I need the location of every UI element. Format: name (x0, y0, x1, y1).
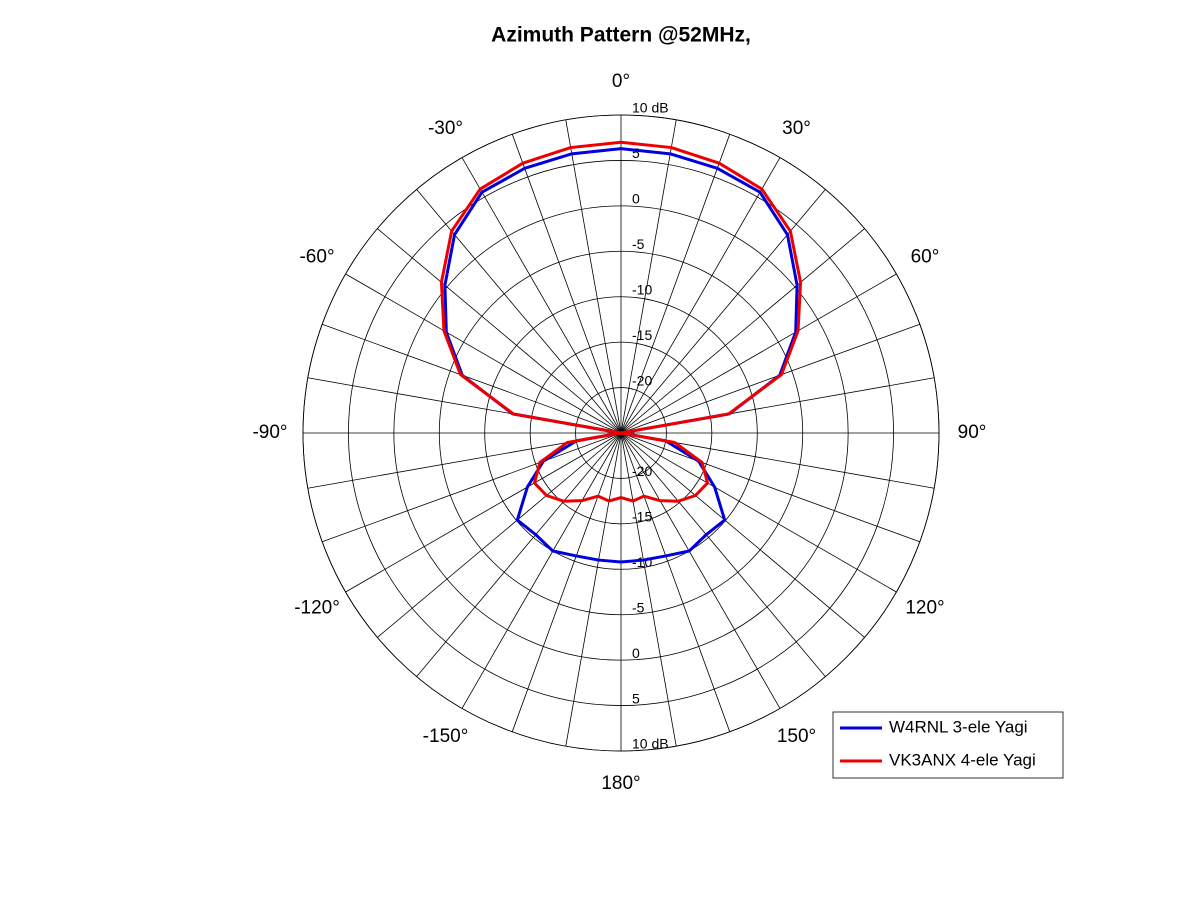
r-tick-label: -10 (632, 281, 652, 297)
r-tick-label: -5 (632, 236, 645, 252)
spoke (620, 432, 781, 709)
spoke (620, 432, 865, 638)
theta-tick-label: -90° (252, 422, 287, 443)
legend: W4RNL 3-ele Yagi VK3ANX 4-ele Yagi (832, 711, 1064, 779)
spoke (511, 432, 622, 732)
spoke (620, 228, 865, 434)
theta-tick-label: 90° (958, 422, 987, 443)
plot-area (439, 140, 803, 564)
spoke (322, 432, 622, 543)
spoke (377, 228, 622, 434)
theta-tick-label: 120° (905, 598, 944, 619)
ring (529, 341, 713, 525)
spoke (416, 189, 622, 434)
spoke (620, 323, 920, 434)
spoke (620, 134, 731, 434)
ring (438, 250, 804, 616)
ring (302, 114, 940, 752)
theta-tick-label: 30° (782, 118, 811, 139)
spoke (620, 157, 781, 434)
theta-tick-label: 60° (911, 247, 940, 268)
spoke (345, 273, 622, 434)
theta-tick-label: 0° (612, 71, 630, 92)
spoke (620, 432, 897, 593)
ring (348, 160, 894, 706)
r-tick-label: -20 (632, 372, 652, 388)
legend-label: W4RNL 3-ele Yagi (889, 717, 1028, 736)
spoke (620, 273, 897, 434)
spoke (620, 119, 677, 434)
spoke (620, 432, 826, 677)
ring (484, 296, 758, 570)
spoke (565, 432, 622, 747)
spoke (416, 432, 622, 677)
pattern-line (443, 147, 799, 564)
spoke (461, 432, 622, 709)
theta-tick-label: -30° (428, 118, 463, 139)
r-tick-label: -15 (632, 509, 652, 525)
r-tick-label: 0 (632, 645, 640, 661)
r-tick-label: 5 (632, 145, 640, 161)
spoke (620, 432, 731, 732)
ring (575, 387, 667, 479)
spoke (620, 432, 677, 747)
theta-tick-label: 180° (601, 773, 640, 794)
theta-tick-label: 150° (777, 726, 816, 747)
r-tick-label: 10 dB (632, 736, 669, 752)
spoke (565, 119, 622, 434)
spoke (511, 134, 622, 434)
pattern-line (439, 140, 803, 503)
spoke (377, 432, 622, 638)
legend-box (832, 711, 1064, 779)
r-tick-label: -20 (632, 463, 652, 479)
r-tick-label: -5 (632, 599, 645, 615)
spoke (322, 323, 622, 434)
theta-tick-label: -60° (299, 247, 334, 268)
r-tick-label: -15 (632, 327, 652, 343)
spoke (620, 189, 826, 434)
ring (393, 205, 849, 661)
theta-tick-label: -120° (294, 598, 340, 619)
spoke (461, 157, 622, 434)
spoke (345, 432, 622, 593)
spoke (620, 432, 920, 543)
r-tick-label: 0 (632, 191, 640, 207)
r-tick-label: 10 dB (632, 100, 669, 116)
r-tick-label: 5 (632, 690, 640, 706)
theta-tick-label: -150° (423, 726, 469, 747)
chart-title: Azimuth Pattern @52MHz, (491, 24, 751, 47)
legend-label: VK3ANX 4-ele Yagi (889, 750, 1036, 769)
